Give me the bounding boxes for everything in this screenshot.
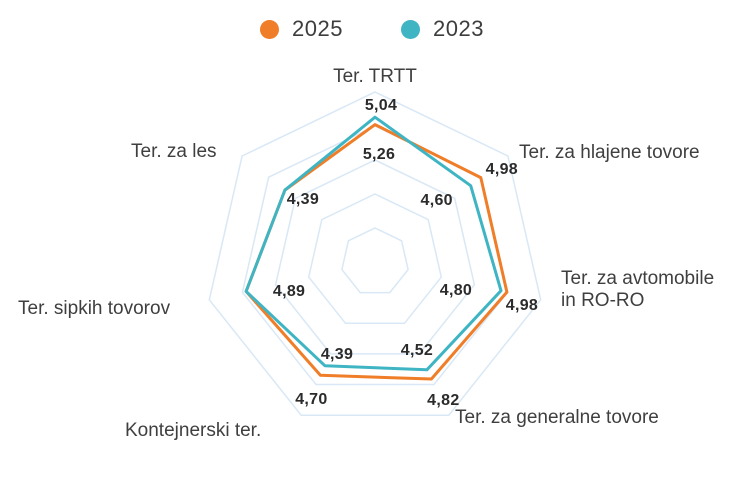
value-label-2023-axis6: 4,39 [286,191,320,209]
value-label-2025-axis3: 4,82 [427,392,460,410]
axis-label-6: Ter. za les [131,141,217,162]
value-label-2025-axis0: 5,04 [364,96,398,114]
legend-item-2023[interactable]: 2023 [401,16,484,42]
value-label-2023-axis0: 5,26 [362,146,396,164]
value-label-2025-axis4: 4,70 [295,391,328,409]
axis-label-0: Ter. TRTT [333,66,417,87]
value-label-2023-axis1: 4,60 [420,191,453,209]
legend-swatch-2025-icon [260,19,280,39]
value-label-2023-axis5: 4,89 [272,283,306,301]
legend-label-2023: 2023 [433,16,484,41]
value-label-2023-axis4: 4,39 [320,345,354,363]
legend-swatch-2023-icon [401,19,420,39]
axis-label-4: Kontejnerski ter. [125,420,262,441]
grid-ring [341,227,409,294]
axis-label-5: Ter. sipkih tovorov [18,298,171,319]
grid-ring [274,159,476,355]
value-label-2025-axis2: 4,98 [505,297,539,315]
value-label-2025-axis1: 4,98 [485,160,518,178]
axis-label-2: Ter. za avtomobile in RO-RO [561,268,715,311]
grid-ring [208,91,542,416]
legend-item-2025[interactable]: 2025 [260,16,343,42]
value-label-2023-axis2: 4,80 [439,281,473,299]
axis-label-3: Ter. za generalne tovore [455,407,659,428]
grid-ring [307,193,443,325]
legend-label-2025: 2025 [292,16,343,41]
axis-label-1: Ter. za hlajene tovore [519,142,700,163]
series-2023-line [244,115,503,372]
legend: 2025 2023 [0,12,744,46]
value-label-2023-axis3: 4,52 [400,341,434,359]
